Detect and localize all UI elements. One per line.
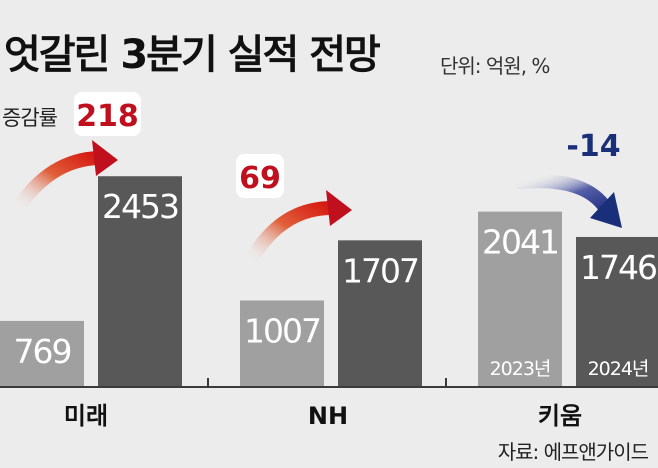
bar-2023-0 [0,320,84,387]
chart-title: 엇갈린 3분기 실적 전망 [4,32,381,78]
decrease-arrow-head [590,192,622,228]
increase-arrow-head [92,140,118,176]
increase-arrow [11,151,105,215]
change-value: 69 [239,161,281,196]
bar-value-label: 2041 [482,223,558,262]
series-label: 2023년 [490,358,551,380]
decrease-arrow [513,174,615,219]
increase-arrow-head [326,190,352,226]
bar-2024-0 [98,176,182,387]
increase-arrow [243,201,339,269]
bar-2024-2 [576,236,658,387]
bar-value-label: 769 [14,332,71,371]
change-value: 218 [76,99,139,134]
bar-value-label: 1007 [244,311,320,350]
bar-value-label: 1707 [342,251,418,290]
unit-label: 단위: 억원, % [440,54,550,78]
source-label: 자료: 에프앤가이드 [497,440,649,464]
bar-value-label: 1746 [580,248,656,287]
bar-value-label: 2453 [102,187,178,226]
change-value: -14 [566,129,620,164]
bar-2023-1 [240,300,324,387]
change-label-box [74,92,141,136]
change-label-box [236,154,284,198]
series-label: 2024년 [588,358,649,380]
category-label: 미래 [64,402,108,430]
change-rate-label: 증감률 [2,106,58,130]
bar-2023-2 [478,211,562,387]
bar-2024-1 [338,240,422,387]
category-label: NH [308,402,348,430]
category-label: 키움 [538,402,582,430]
